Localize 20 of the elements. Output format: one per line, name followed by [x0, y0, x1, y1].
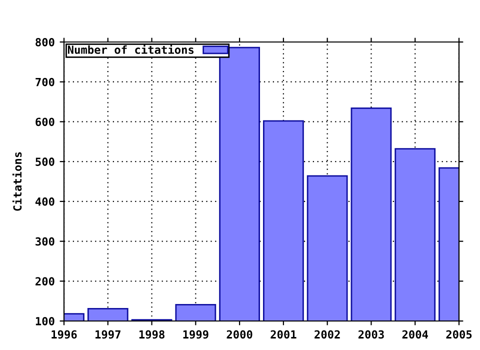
- legend-label: Number of citations: [68, 44, 194, 54]
- y-tick-label: 300: [36, 237, 54, 246]
- y-tick-label: 500: [36, 158, 54, 166]
- x-tick-label: 2002: [314, 330, 340, 339]
- x-tick-label: 2000: [226, 330, 252, 339]
- x-tick-label: 2005: [446, 330, 472, 339]
- x-tick-label: 2001: [270, 330, 296, 339]
- x-tick-label: 2004: [402, 330, 428, 339]
- x-tick-label: 1997: [96, 330, 120, 339]
- y-tick-label: 800: [36, 38, 54, 46]
- x-tick-label: 1999: [183, 330, 208, 339]
- x-tick-label: 2003: [358, 330, 384, 339]
- y-axis-title: Citations: [12, 152, 22, 211]
- y-tick-label: 600: [36, 118, 54, 126]
- y-tick-label: 100: [36, 316, 54, 326]
- y-tick-label: 700: [36, 78, 54, 86]
- y-tick-label: 200: [36, 277, 54, 286]
- x-tick-label: 1998: [139, 330, 164, 339]
- y-tick-label: 400: [35, 197, 54, 206]
- x-tick-label: 1996: [52, 330, 77, 339]
